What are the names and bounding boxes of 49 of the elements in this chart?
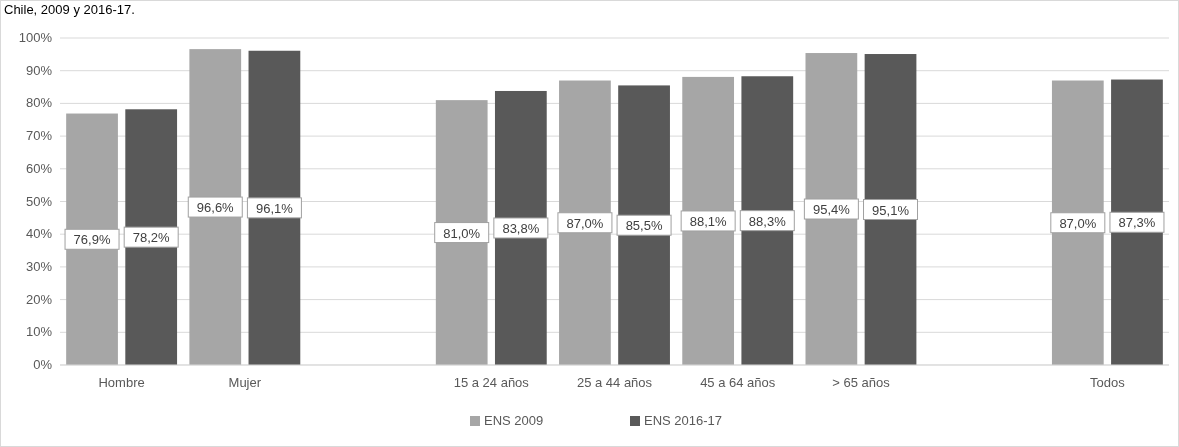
- data-label: 85,5%: [625, 218, 663, 234]
- y-tick-label: 40%: [25, 226, 53, 242]
- y-tick-label: 10%: [25, 324, 53, 340]
- bar: [559, 80, 611, 365]
- x-tick-label: 25 a 44 años: [576, 375, 653, 390]
- bar: [864, 54, 917, 365]
- bar: [805, 53, 858, 365]
- bar: [741, 76, 794, 365]
- data-label: 87,0%: [566, 215, 604, 231]
- x-tick-label: Hombre: [98, 375, 145, 390]
- legend-label: ENS 2016-17: [644, 413, 723, 428]
- y-tick-label: 20%: [25, 291, 53, 307]
- bar: [189, 49, 242, 365]
- x-tick-label: Todos: [1090, 375, 1126, 390]
- y-tick-label: 90%: [25, 62, 53, 78]
- data-label: 96,1%: [255, 200, 294, 216]
- data-label: 83,8%: [502, 220, 540, 236]
- y-tick-label: 80%: [25, 95, 53, 111]
- data-label: 95,1%: [872, 202, 910, 218]
- data-label: 95,4%: [812, 202, 851, 218]
- bar: [1051, 80, 1104, 365]
- chart-title: Chile, 2009 y 2016-17.: [4, 2, 135, 17]
- bar: [125, 109, 178, 365]
- data-label: 88,1%: [689, 213, 728, 229]
- y-tick-label: 0%: [33, 357, 53, 372]
- x-tick-label: Mujer: [228, 375, 262, 390]
- bar: [682, 76, 735, 365]
- data-label: 81,0%: [443, 225, 481, 241]
- data-label: 88,3%: [748, 213, 787, 229]
- bar: [494, 90, 547, 365]
- data-label: 87,3%: [1118, 215, 1156, 231]
- y-tick-label: 70%: [25, 128, 53, 144]
- data-label: 87,0%: [1059, 215, 1097, 231]
- x-tick-label: 15 a 24 años: [453, 375, 530, 390]
- legend-label: ENS 2009: [484, 413, 544, 428]
- data-label: 96,6%: [196, 200, 235, 216]
- bar: [66, 113, 118, 365]
- bar: [1111, 79, 1163, 365]
- data-label: 78,2%: [132, 230, 171, 246]
- y-tick-label: 60%: [25, 160, 53, 176]
- x-tick-label: > 65 años: [832, 375, 891, 390]
- y-tick-label: 100%: [18, 30, 53, 45]
- y-tick-label: 30%: [25, 258, 53, 274]
- x-tick-label: 45 a 64 años: [700, 375, 776, 390]
- bar: [435, 100, 488, 365]
- y-tick-label: 50%: [25, 193, 53, 209]
- bar: [248, 50, 301, 365]
- bar: [618, 85, 670, 365]
- data-label: 76,9%: [73, 232, 111, 248]
